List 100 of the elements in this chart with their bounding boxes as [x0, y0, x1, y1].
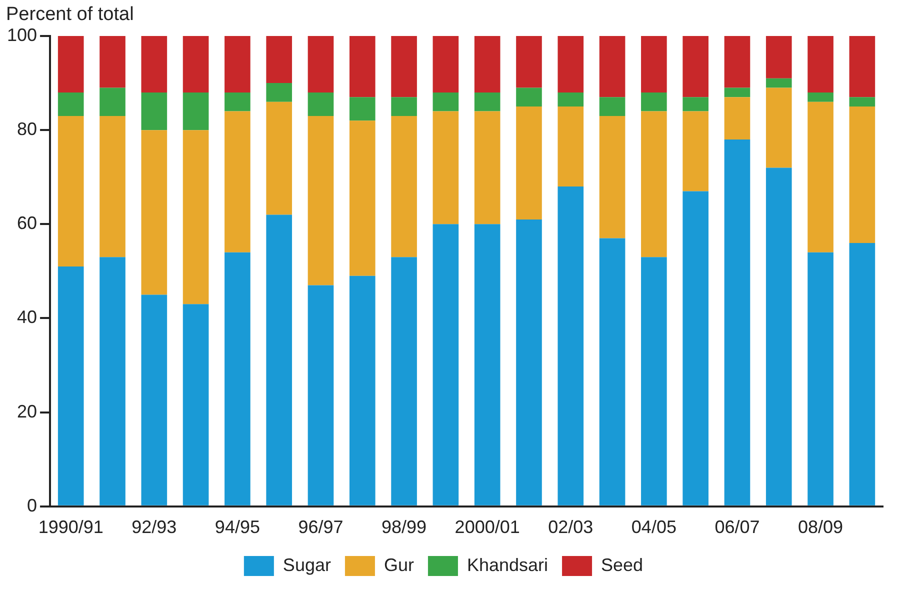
bar — [849, 106, 876, 243]
y-tick-label: 100 — [6, 24, 38, 45]
bar — [682, 191, 708, 506]
bar — [100, 257, 126, 506]
bar — [432, 111, 459, 224]
bar — [391, 97, 417, 116]
x-tick-label: 1990/91 — [38, 517, 104, 538]
bar — [641, 92, 667, 112]
bar — [432, 92, 459, 112]
x-tick-label: 08/09 — [798, 517, 844, 538]
bar — [516, 88, 542, 107]
bar — [808, 252, 834, 506]
y-tick-label: 40 — [17, 307, 38, 328]
bar — [266, 83, 292, 102]
bar — [724, 36, 750, 88]
bar — [432, 224, 459, 506]
bar — [849, 36, 876, 98]
bar — [182, 304, 209, 506]
bar — [558, 106, 584, 187]
bar — [808, 92, 834, 102]
bar — [849, 97, 876, 107]
bar — [58, 36, 84, 92]
bar — [266, 214, 292, 506]
x-tick-label: 06/07 — [714, 517, 760, 538]
bar — [808, 102, 834, 252]
bar — [516, 219, 542, 506]
y-tick-label: 80 — [17, 119, 38, 140]
bar — [266, 36, 292, 84]
x-tick-label: 04/05 — [631, 517, 676, 538]
bar — [224, 92, 250, 112]
bar — [58, 266, 84, 506]
bar — [474, 224, 500, 506]
bar — [308, 116, 334, 286]
bar — [682, 97, 708, 112]
bar — [641, 257, 667, 506]
bar — [682, 36, 708, 98]
bar — [474, 92, 500, 112]
bar — [349, 97, 376, 121]
bar — [849, 242, 876, 506]
bar — [641, 111, 667, 258]
x-tick-label: 02/03 — [548, 517, 594, 538]
bar — [391, 36, 417, 98]
bar — [224, 111, 250, 252]
bar — [558, 92, 584, 107]
bar — [224, 36, 250, 92]
bar — [391, 116, 417, 258]
bar — [224, 252, 250, 506]
bar — [308, 92, 334, 116]
bar — [58, 116, 84, 266]
bar — [599, 116, 626, 238]
bar — [808, 36, 834, 92]
bar — [558, 186, 584, 506]
bar — [58, 92, 84, 116]
bar — [182, 92, 209, 130]
bar — [141, 294, 168, 506]
bar — [516, 36, 542, 88]
bar — [308, 285, 334, 506]
bar — [266, 102, 292, 215]
bar — [182, 130, 209, 304]
bar — [100, 88, 126, 116]
bar — [349, 36, 376, 98]
bar — [724, 88, 750, 98]
bar — [474, 36, 500, 92]
x-tick-label: 94/95 — [214, 517, 260, 538]
bar — [516, 106, 542, 220]
bar — [349, 120, 376, 276]
y-axis-title: Percent of total — [6, 4, 134, 26]
bar — [724, 97, 750, 140]
bar — [141, 92, 168, 130]
bar — [349, 276, 376, 506]
legend-label: Gur — [384, 554, 414, 575]
bar — [599, 36, 626, 98]
bar — [558, 36, 584, 92]
x-tick-label: 2000/01 — [454, 517, 520, 538]
bar — [766, 168, 792, 506]
legend-label: Khandsari — [466, 554, 548, 575]
bar — [682, 111, 708, 192]
bar — [599, 97, 626, 116]
bar — [308, 36, 334, 92]
bar — [474, 111, 500, 224]
bar — [182, 36, 209, 92]
legend-label: Sugar — [282, 554, 331, 575]
x-tick-label: 96/97 — [298, 517, 344, 538]
bar — [641, 36, 667, 92]
bar — [141, 130, 168, 295]
legend-label: Seed — [601, 554, 644, 575]
y-tick-label: 20 — [17, 401, 38, 422]
bar — [766, 36, 792, 78]
x-tick-label: 98/99 — [382, 517, 427, 538]
bar — [141, 36, 168, 92]
bar — [766, 88, 792, 168]
bar — [766, 78, 792, 88]
bar — [100, 116, 126, 258]
x-tick-label: 92/93 — [132, 517, 177, 538]
y-tick-label: 0 — [27, 495, 38, 516]
bar — [599, 238, 626, 506]
bar — [100, 36, 126, 88]
y-tick-label: 60 — [17, 213, 38, 234]
bar — [391, 257, 417, 506]
bar — [724, 139, 750, 506]
